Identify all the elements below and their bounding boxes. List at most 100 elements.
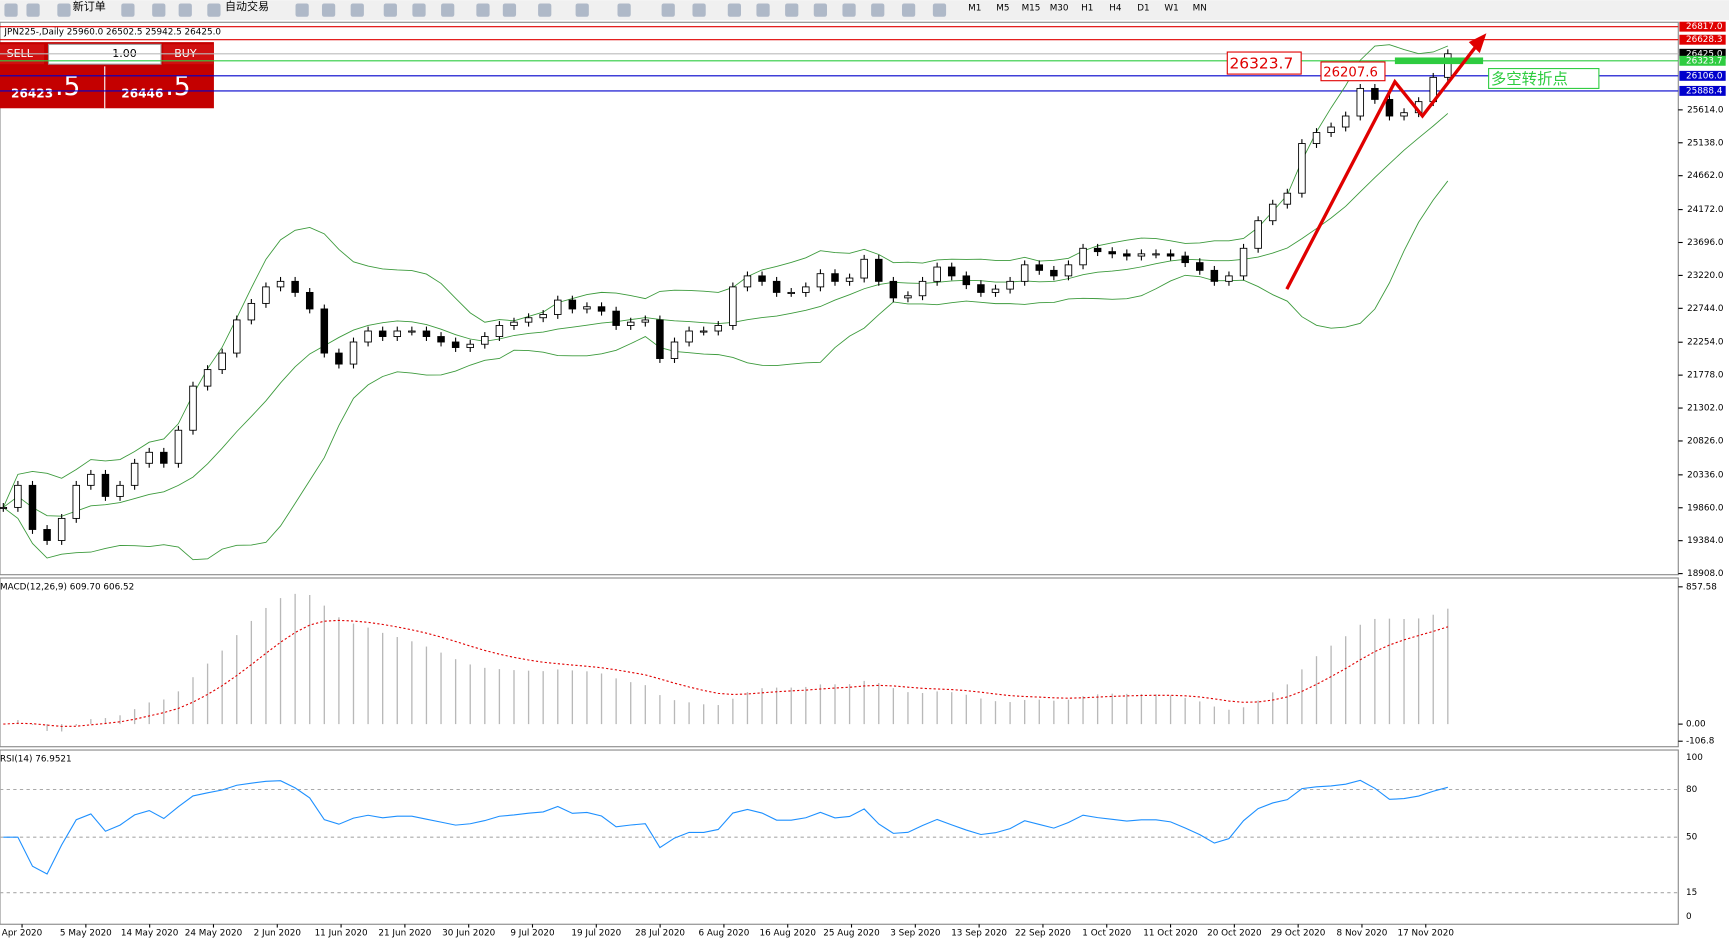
toolbar-icon bbox=[383, 3, 397, 17]
candle bbox=[743, 275, 752, 288]
toolbar-icon bbox=[727, 3, 741, 17]
ask-big[interactable]: 26446 bbox=[121, 86, 163, 100]
macd-tick-label: 857.58 bbox=[1686, 582, 1717, 592]
candle bbox=[349, 341, 358, 365]
date-label: 11 Jun 2020 bbox=[315, 929, 368, 939]
arrow-head bbox=[1468, 33, 1487, 54]
timeframe[interactable]: M5 bbox=[996, 3, 1009, 13]
timeframe[interactable]: M1 bbox=[968, 3, 981, 13]
candle bbox=[189, 385, 197, 431]
candle bbox=[1356, 87, 1365, 117]
timeframe[interactable]: H1 bbox=[1081, 3, 1093, 13]
date-label: 24 May 2020 bbox=[185, 929, 243, 939]
candle bbox=[1254, 220, 1262, 249]
candle bbox=[1152, 253, 1160, 256]
y-tick-label: 22254.0 bbox=[1687, 338, 1724, 348]
new-order[interactable]: 新订单 bbox=[73, 0, 106, 13]
green-zone bbox=[1394, 57, 1484, 65]
candle bbox=[714, 325, 723, 332]
toolbar-icon bbox=[871, 3, 885, 17]
y-tick-label: 20826.0 bbox=[1687, 436, 1724, 446]
toolbar-icon bbox=[295, 3, 309, 17]
date-label: 14 May 2020 bbox=[121, 929, 179, 939]
date-label: 29 Oct 2020 bbox=[1271, 929, 1326, 939]
toolbar-icon bbox=[207, 3, 221, 17]
macd-signal bbox=[3, 619, 1448, 727]
annotation-box bbox=[1488, 68, 1600, 89]
candle bbox=[1166, 253, 1175, 257]
candle bbox=[1239, 247, 1248, 277]
level-label: 26628.3 bbox=[1686, 35, 1722, 45]
candle bbox=[408, 330, 416, 333]
level-label: 25888.4 bbox=[1686, 86, 1723, 96]
level-box bbox=[1679, 85, 1726, 96]
toolbar-icon bbox=[575, 3, 589, 17]
candle bbox=[1196, 262, 1204, 271]
candle bbox=[947, 266, 956, 277]
toolbar-icon bbox=[932, 3, 947, 17]
candle bbox=[845, 277, 854, 282]
candle bbox=[437, 336, 445, 343]
candle bbox=[378, 330, 387, 337]
timeframe[interactable]: D1 bbox=[1137, 3, 1149, 13]
timeframe[interactable]: MN bbox=[1193, 3, 1207, 13]
y-tick-label: 18908.0 bbox=[1687, 569, 1724, 579]
candle bbox=[1137, 253, 1146, 257]
candle bbox=[14, 484, 22, 508]
candle bbox=[320, 308, 329, 354]
toolbar-icon bbox=[901, 3, 916, 17]
rsi-tick-label: 0 bbox=[1686, 912, 1692, 922]
candle bbox=[991, 288, 1000, 293]
candle bbox=[816, 273, 825, 288]
y-tick-label: 19860.0 bbox=[1687, 503, 1724, 513]
timeframe[interactable]: M15 bbox=[1022, 3, 1041, 13]
timeframe[interactable]: W1 bbox=[1164, 3, 1178, 13]
annotation: 26323.7 bbox=[1229, 55, 1293, 73]
candle bbox=[160, 451, 168, 464]
toolbar-icon bbox=[4, 3, 18, 17]
toolbar-icon bbox=[617, 3, 631, 17]
bollinger-band bbox=[3, 180, 1449, 561]
y-tick-label: 21302.0 bbox=[1687, 404, 1724, 414]
date-label: 22 Sep 2020 bbox=[1015, 929, 1071, 939]
candle bbox=[875, 258, 883, 282]
rsi-label: RSI(14) 76.9521 bbox=[0, 754, 72, 764]
macd-tick-label: -106.8 bbox=[1686, 737, 1714, 747]
annotation: 26207.6 bbox=[1323, 65, 1378, 80]
candle bbox=[1298, 143, 1306, 194]
candle bbox=[539, 314, 547, 319]
rsi-tick-label: 15 bbox=[1686, 888, 1697, 898]
candle bbox=[1020, 264, 1029, 282]
candle bbox=[1123, 253, 1131, 257]
bollinger-band bbox=[2, 44, 1448, 508]
date-label: 6 Aug 2020 bbox=[698, 929, 749, 939]
y-tick-label: 25614.0 bbox=[1687, 105, 1724, 115]
timeframe[interactable]: H4 bbox=[1109, 3, 1122, 13]
candle bbox=[116, 484, 124, 497]
date-label: 25 Aug 2020 bbox=[823, 929, 880, 939]
candle bbox=[1444, 53, 1452, 78]
y-tick-label: 21778.0 bbox=[1687, 371, 1724, 381]
candle bbox=[510, 321, 518, 326]
candle bbox=[656, 319, 664, 359]
auto-trading[interactable]: 自动交易 bbox=[225, 0, 269, 13]
candle bbox=[787, 291, 795, 294]
level-box bbox=[1679, 55, 1726, 66]
candle bbox=[276, 280, 285, 288]
y-tick-label: 23696.0 bbox=[1687, 238, 1724, 248]
candle bbox=[1400, 112, 1408, 117]
candle bbox=[1283, 192, 1292, 205]
date-label: Apr 2020 bbox=[2, 929, 43, 939]
candle bbox=[685, 330, 693, 343]
candle bbox=[889, 280, 898, 299]
y-tick-label: 22744.0 bbox=[1687, 304, 1724, 314]
candle bbox=[758, 275, 766, 282]
candle bbox=[1385, 98, 1394, 117]
candle bbox=[860, 258, 868, 279]
candle bbox=[466, 343, 474, 348]
toolbar-icon bbox=[57, 3, 71, 17]
timeframe[interactable]: M30 bbox=[1050, 3, 1069, 13]
bid-big[interactable]: 26423 bbox=[11, 86, 53, 100]
level-box bbox=[1679, 34, 1726, 45]
